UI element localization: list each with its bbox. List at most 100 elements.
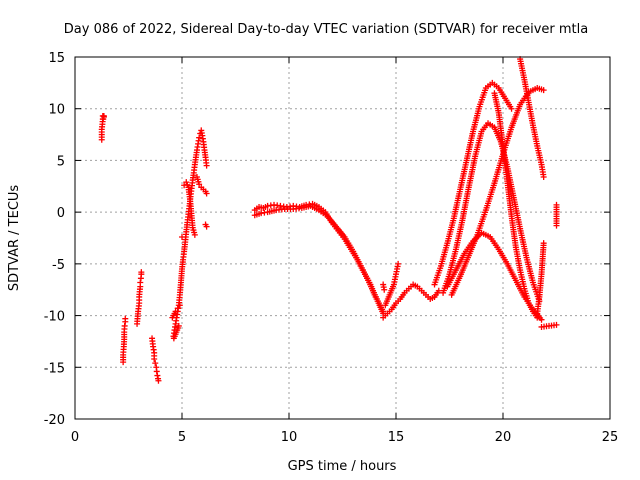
x-tick-label: 25	[602, 430, 619, 445]
data-point-fill	[191, 229, 198, 236]
data-point-fill	[437, 265, 444, 272]
data-point-fill	[493, 83, 500, 90]
data-point-fill	[380, 284, 387, 291]
data-point-fill	[394, 263, 401, 270]
data-point-fill	[429, 294, 436, 301]
data-point	[179, 233, 185, 240]
data-point-fill	[253, 205, 260, 212]
data-point-fill	[136, 297, 143, 304]
data-point-fill	[516, 223, 523, 230]
data-point-fill	[174, 324, 181, 331]
data-point-fill	[150, 346, 157, 353]
data-point-fill	[274, 202, 281, 209]
y-tick-label: -20	[44, 413, 65, 428]
data-point-fill	[190, 172, 197, 179]
series-trough-15	[380, 281, 442, 321]
data-point-fill	[456, 275, 463, 282]
data-point-fill	[189, 222, 196, 229]
data-point-fill	[98, 134, 105, 141]
data-point-fill	[267, 202, 274, 209]
data-point-fill	[395, 298, 402, 305]
y-tick-label: 0	[57, 206, 65, 221]
data-point-fill	[468, 240, 475, 247]
data-point-fill	[529, 119, 536, 126]
data-point-fill	[173, 317, 180, 324]
data-point-fill	[322, 211, 329, 218]
data-point-fill	[523, 252, 530, 259]
data-point-fill	[434, 289, 441, 296]
data-point-fill	[121, 331, 128, 338]
series-rise-branch	[169, 173, 210, 321]
data-point-fill	[511, 275, 518, 282]
data-point-fill	[98, 128, 105, 135]
data-point-fill	[512, 242, 519, 249]
y-tick-label: 5	[57, 154, 65, 169]
data-point-fill	[149, 340, 156, 347]
data-point-fill	[121, 326, 128, 333]
data-point-fill	[520, 291, 527, 298]
data-point	[203, 190, 210, 197]
data-point-fill	[295, 205, 302, 212]
data-point-fill	[529, 277, 536, 284]
series-early-4	[149, 335, 162, 384]
data-point-fill	[494, 244, 501, 251]
x-tick-label: 20	[495, 430, 512, 445]
x-tick-label: 10	[281, 430, 298, 445]
data-point-fill	[256, 210, 263, 217]
data-point	[122, 315, 129, 322]
data-point-fill	[176, 294, 183, 301]
x-tick-labels: 0 5 10 15 20 25	[71, 430, 618, 445]
data-point-fill	[485, 232, 492, 239]
data-point-fill	[202, 151, 209, 158]
data-point-fill	[456, 188, 463, 195]
data-point-fill	[261, 209, 268, 216]
data-point-fill	[195, 178, 202, 185]
data-point-fill	[185, 213, 192, 220]
data-point-fill	[372, 293, 379, 300]
data-point-fill	[452, 248, 459, 255]
x-tick-label: 0	[71, 430, 79, 445]
series-top-right	[517, 56, 547, 180]
series-early-1	[98, 112, 107, 143]
data-point	[138, 269, 145, 276]
data-point-fill	[382, 312, 389, 319]
data-point-fill	[516, 264, 523, 271]
y-tick-label: 10	[48, 103, 65, 118]
x-tick-label: 5	[178, 430, 186, 445]
data-point-fill	[193, 149, 200, 156]
data-points	[98, 56, 560, 384]
data-point-fill	[458, 219, 465, 226]
data-point-fill	[538, 86, 545, 93]
chart-title: Day 086 of 2022, Sidereal Day-to-day VTE…	[64, 22, 588, 37]
data-point-fill	[313, 206, 320, 213]
data-point-fill	[507, 126, 514, 133]
data-point	[100, 113, 107, 120]
data-point-fill	[331, 221, 338, 228]
data-point-fill	[134, 310, 141, 317]
data-point-fill	[528, 304, 535, 311]
data-point-fill	[510, 192, 517, 199]
data-point-fill	[174, 311, 181, 318]
data-point-fill	[348, 246, 355, 253]
data-point-fill	[450, 217, 457, 224]
series-trough-15-b	[382, 260, 402, 309]
data-point-fill	[503, 258, 510, 265]
series-early-2	[120, 315, 129, 366]
y-tick-label: 15	[48, 51, 65, 66]
data-point-fill	[525, 97, 532, 104]
data-point-fill	[464, 254, 471, 261]
data-point-fill	[471, 155, 478, 162]
data-point-fill	[475, 105, 482, 112]
data-point-fill	[540, 242, 547, 249]
axis-ticks	[74, 56, 611, 420]
data-point-fill	[99, 118, 106, 125]
data-point-fill	[171, 333, 178, 340]
data-point-fill	[194, 143, 201, 150]
data-point-fill	[400, 291, 407, 298]
data-point-fill	[191, 164, 198, 171]
data-point-fill	[199, 135, 206, 142]
data-point-fill	[391, 302, 398, 309]
data-point-fill	[443, 242, 450, 249]
data-point-fill	[503, 161, 510, 168]
